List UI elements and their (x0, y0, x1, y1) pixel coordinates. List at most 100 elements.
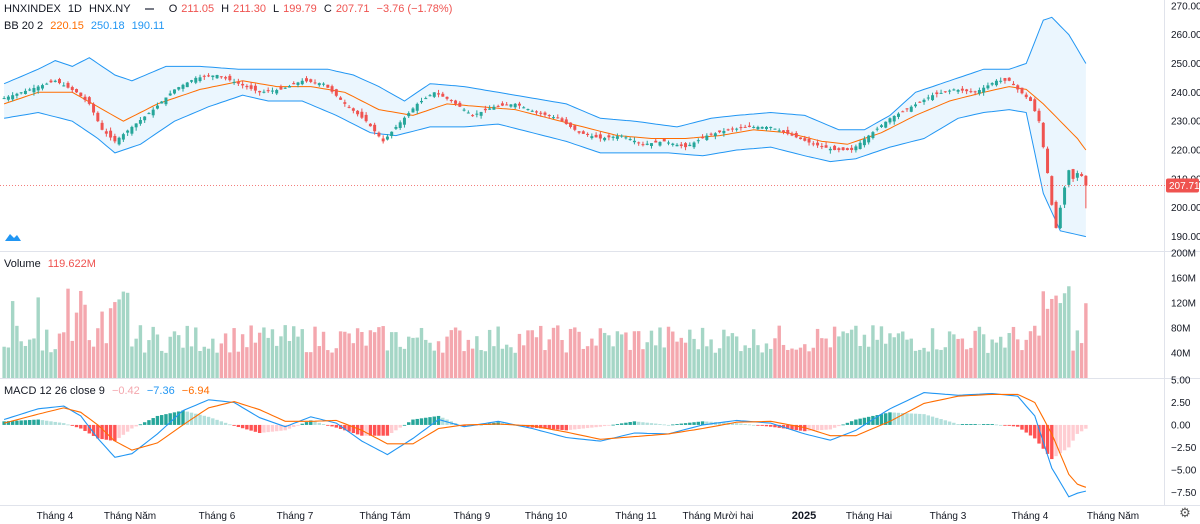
volume-bar (705, 346, 709, 378)
candle (756, 126, 760, 130)
candle (117, 137, 121, 145)
volume-bar (679, 337, 683, 378)
macd-axis-tick: −2.50 (1171, 443, 1197, 454)
candle (811, 143, 815, 145)
volume-bar (790, 348, 794, 378)
volume-bar (696, 349, 701, 378)
candle (688, 144, 692, 147)
candle (190, 80, 194, 82)
macd-histogram-bar (19, 420, 23, 425)
candle (454, 100, 458, 104)
time-axis-label: Tháng 6 (199, 511, 236, 522)
volume-bar (407, 336, 411, 378)
volume-bar (70, 340, 74, 378)
volume-bar (922, 347, 926, 378)
volume-bar (1041, 291, 1045, 378)
candle (300, 80, 304, 85)
volume-bar (726, 336, 730, 378)
macd-histogram-bar (266, 424, 270, 433)
volume-bar (164, 352, 168, 378)
volume-bar (858, 345, 862, 378)
macd-histogram-bar (49, 421, 53, 425)
macd-histogram-bar (402, 424, 407, 426)
macd-histogram-bar (615, 424, 620, 425)
macd-histogram-bar (283, 424, 287, 431)
volume-bar (185, 325, 189, 378)
volume-bar (888, 333, 892, 378)
macd-hist-value: −0.42 (111, 385, 140, 397)
macd-histogram-bar (279, 424, 283, 431)
macd-histogram-bar (100, 424, 104, 440)
volume-bar (892, 337, 896, 378)
macd-histogram-bar (1075, 424, 1080, 434)
macd-histogram-bar (36, 419, 40, 425)
candle (956, 90, 960, 92)
interval-label[interactable]: 1D (67, 3, 82, 15)
tradingview-logo-icon[interactable] (4, 230, 22, 244)
volume-bar (577, 331, 581, 378)
macd-histogram-bar (905, 413, 909, 425)
volume-bar (2, 346, 6, 378)
bb-upper-line (3, 16, 1087, 131)
candle (266, 90, 270, 92)
volume-bar (45, 329, 49, 378)
volume-value: 119.622M (47, 258, 96, 270)
candle (241, 83, 245, 86)
volume-bar (330, 352, 334, 378)
price-axis-tick: 270.00 (1171, 1, 1200, 12)
candle (445, 96, 449, 99)
volume-bar (304, 352, 309, 378)
time-axis-label: Tháng Hai (846, 511, 892, 522)
volume-bar (15, 325, 19, 378)
macd-histogram-bar (696, 421, 701, 425)
macd-histogram-bar (424, 417, 428, 425)
macd-histogram-bar (675, 424, 679, 425)
candle (100, 122, 104, 130)
macd-histogram-bar (1071, 424, 1075, 441)
volume-bar (977, 326, 982, 378)
macd-histogram-bar (245, 424, 249, 430)
volume-bar (875, 339, 879, 378)
collapse-icon[interactable] (144, 4, 156, 14)
volume-bar (1058, 303, 1063, 378)
volume-bar (215, 352, 219, 378)
candle (219, 76, 223, 78)
volume-bar (385, 350, 390, 378)
candle (517, 103, 521, 106)
volume-bar (952, 334, 956, 378)
volume-bar (871, 325, 875, 378)
volume-bar (500, 348, 505, 378)
volume-bar (671, 331, 675, 378)
macd-histogram-bar (913, 413, 918, 425)
macd-histogram-bar (236, 424, 241, 428)
volume-bar (415, 337, 419, 378)
candle (1024, 94, 1028, 98)
candle (441, 93, 445, 97)
volume-bar (798, 347, 803, 378)
volume-bar (402, 348, 407, 378)
volume-bar (492, 346, 496, 378)
candle (181, 84, 185, 89)
candle (198, 77, 202, 82)
volume-bar (504, 344, 509, 378)
volume-bar (526, 330, 530, 378)
volume-bar (296, 336, 300, 378)
volume-bar (730, 333, 735, 378)
candle (381, 138, 385, 142)
volume-bar (683, 342, 688, 378)
volume-label[interactable]: Volume (4, 258, 41, 270)
macd-histogram-bar (168, 413, 172, 425)
candle (155, 105, 159, 109)
macd-histogram-bar (611, 424, 615, 426)
candle (935, 92, 939, 95)
candle (1041, 122, 1045, 148)
candle (990, 83, 994, 85)
settings-gear-icon[interactable]: ⚙ (1179, 505, 1191, 520)
symbol-name[interactable]: HNXINDEX (4, 3, 61, 15)
volume-bar (377, 327, 381, 378)
macd-label[interactable]: MACD 12 26 close 9 (4, 385, 105, 397)
bb-label[interactable]: BB 20 2 (4, 20, 44, 32)
volume-bar (901, 331, 905, 378)
macd-histogram-bar (1024, 424, 1028, 433)
